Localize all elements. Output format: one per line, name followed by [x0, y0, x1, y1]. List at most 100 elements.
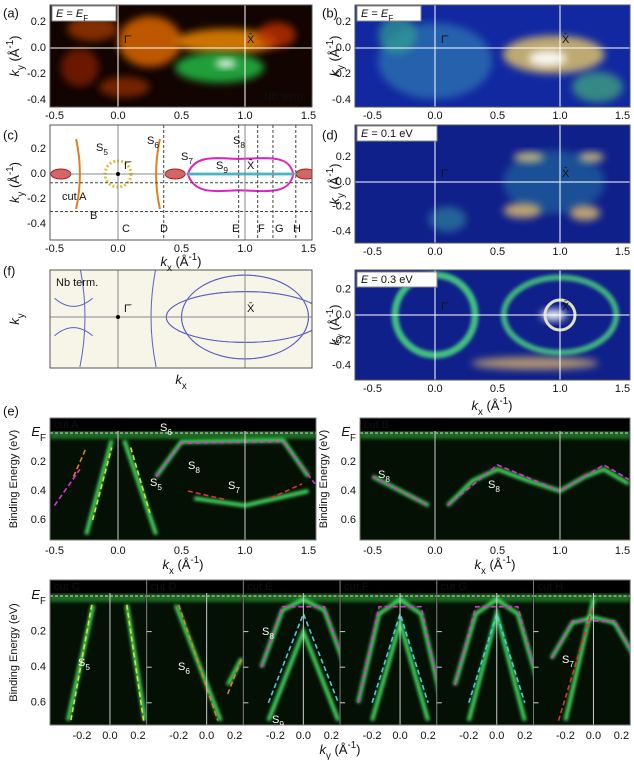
- text-run: y: [336, 193, 347, 198]
- x-tick-label: 0.5: [490, 383, 505, 395]
- state-label: S7: [228, 480, 240, 495]
- cut-title: cut C: [54, 581, 80, 593]
- text-run: y: [16, 313, 27, 318]
- ef-glow: [360, 431, 630, 439]
- x-tick-label: 0.0: [392, 730, 407, 742]
- x-tick-label: 0.0: [427, 246, 442, 258]
- text-run: S: [160, 422, 167, 434]
- inset-box: [356, 5, 422, 22]
- x-tick-label: -0.5: [363, 545, 382, 557]
- text-run: E: [76, 8, 84, 20]
- text-run: E: [56, 8, 64, 20]
- text-run: 6: [185, 667, 190, 676]
- text-run: k: [7, 69, 22, 77]
- panel-frame: [354, 269, 631, 381]
- x-tick-label: -0.5: [45, 110, 64, 122]
- intensity: [578, 152, 604, 163]
- text-run: S: [150, 477, 157, 489]
- x-tick-label: -0.5: [45, 545, 64, 557]
- intensity: [503, 202, 542, 219]
- text-run: (Å: [331, 742, 348, 757]
- band-guide: [91, 447, 113, 521]
- y-tick-label: -0.4: [332, 94, 351, 106]
- state-label: S5: [78, 657, 90, 672]
- y-tick-label: 0.6: [341, 514, 356, 526]
- y-tick-label: 0.0: [336, 176, 351, 188]
- text-run: 7: [235, 486, 240, 495]
- y-tick-label: 0.2: [336, 284, 351, 296]
- cut-strip: [436, 580, 534, 593]
- text-run: S: [188, 460, 195, 472]
- intensity: [528, 50, 567, 67]
- contour: [54, 327, 93, 337]
- intensity: [572, 71, 623, 103]
- state-label: S7: [562, 654, 574, 669]
- band-guide: [226, 658, 243, 695]
- text-run: ): [356, 742, 360, 757]
- text-run: (Å: [486, 557, 503, 572]
- x-tick-label: 1.0: [237, 110, 252, 122]
- text-run: ): [511, 557, 515, 572]
- text-run: S: [562, 654, 569, 666]
- text-run: 8: [240, 141, 245, 150]
- text-run: E: [361, 128, 369, 140]
- x-tick-label: 1.0: [552, 246, 567, 258]
- term-label: Nb term.: [56, 277, 98, 289]
- text-run: k: [160, 254, 168, 269]
- x-tick-label: -0.5: [45, 243, 64, 255]
- text-run: -1: [5, 40, 16, 49]
- x-tick-label: 0.5: [174, 545, 189, 557]
- panel-label: (c): [3, 127, 18, 142]
- band-guide: [372, 475, 430, 507]
- ef-label: EF: [341, 424, 356, 444]
- y-tick-label: 0.4: [31, 485, 46, 497]
- x-tick-label: 1.0: [552, 383, 567, 395]
- x-tick-label: -0.2: [363, 730, 382, 742]
- x-tick-label: 1.0: [552, 545, 567, 557]
- intensity: [378, 15, 417, 55]
- y-tick-label: 0.6: [31, 514, 46, 526]
- text-run: 8: [495, 485, 500, 494]
- panel-bg: [50, 580, 147, 725]
- state-label: S8: [188, 460, 200, 475]
- ef-glow: [146, 594, 244, 602]
- cut-strip: [360, 418, 630, 431]
- band-guide: [550, 620, 631, 659]
- text-run: k: [162, 557, 170, 572]
- intensity: [118, 16, 182, 67]
- text-run: 8: [269, 632, 274, 641]
- energy-label: E = EF: [361, 8, 393, 23]
- y-tick-label: -0.4: [27, 218, 46, 230]
- text-run: = 0.3 eV: [368, 274, 413, 286]
- y-tick-label: 0.2: [341, 456, 356, 468]
- panel-a: [50, 5, 312, 107]
- point-label: Γ̄: [124, 34, 132, 46]
- cut-strip: [146, 580, 244, 593]
- panel-frame: [49, 4, 313, 108]
- y-axis-label: ky (Å-1): [5, 35, 27, 76]
- text-run: E: [381, 8, 389, 20]
- x-tick-label: 0.5: [490, 246, 505, 258]
- x-tick-label: 0.0: [427, 545, 442, 557]
- text-run: (Å: [172, 254, 189, 269]
- band-guide: [187, 490, 227, 501]
- x-tick-label: 0.2: [227, 730, 242, 742]
- cut-label: F: [258, 223, 265, 235]
- intensity: [513, 152, 544, 163]
- x-axis-label: kx (Å-1): [162, 555, 203, 577]
- text-run: -1: [188, 252, 197, 263]
- y-tick-label: 0.2: [31, 16, 46, 28]
- state-label: S5: [150, 477, 162, 492]
- state-label: S8: [262, 626, 274, 641]
- x-tick-label: 0.5: [490, 110, 505, 122]
- text-run: S: [216, 160, 223, 172]
- panel-f: [50, 270, 312, 368]
- x-tick-label: 0.2: [517, 730, 532, 742]
- x-tick-label: 0.2: [130, 730, 145, 742]
- x-axis-label: kx (Å-1): [471, 396, 512, 418]
- text-run: E: [361, 274, 369, 286]
- text-run: k: [327, 338, 342, 346]
- y-axis-label: Binding Energy (eV): [8, 430, 20, 528]
- intensity: [215, 59, 237, 68]
- cut-label: H: [293, 223, 301, 235]
